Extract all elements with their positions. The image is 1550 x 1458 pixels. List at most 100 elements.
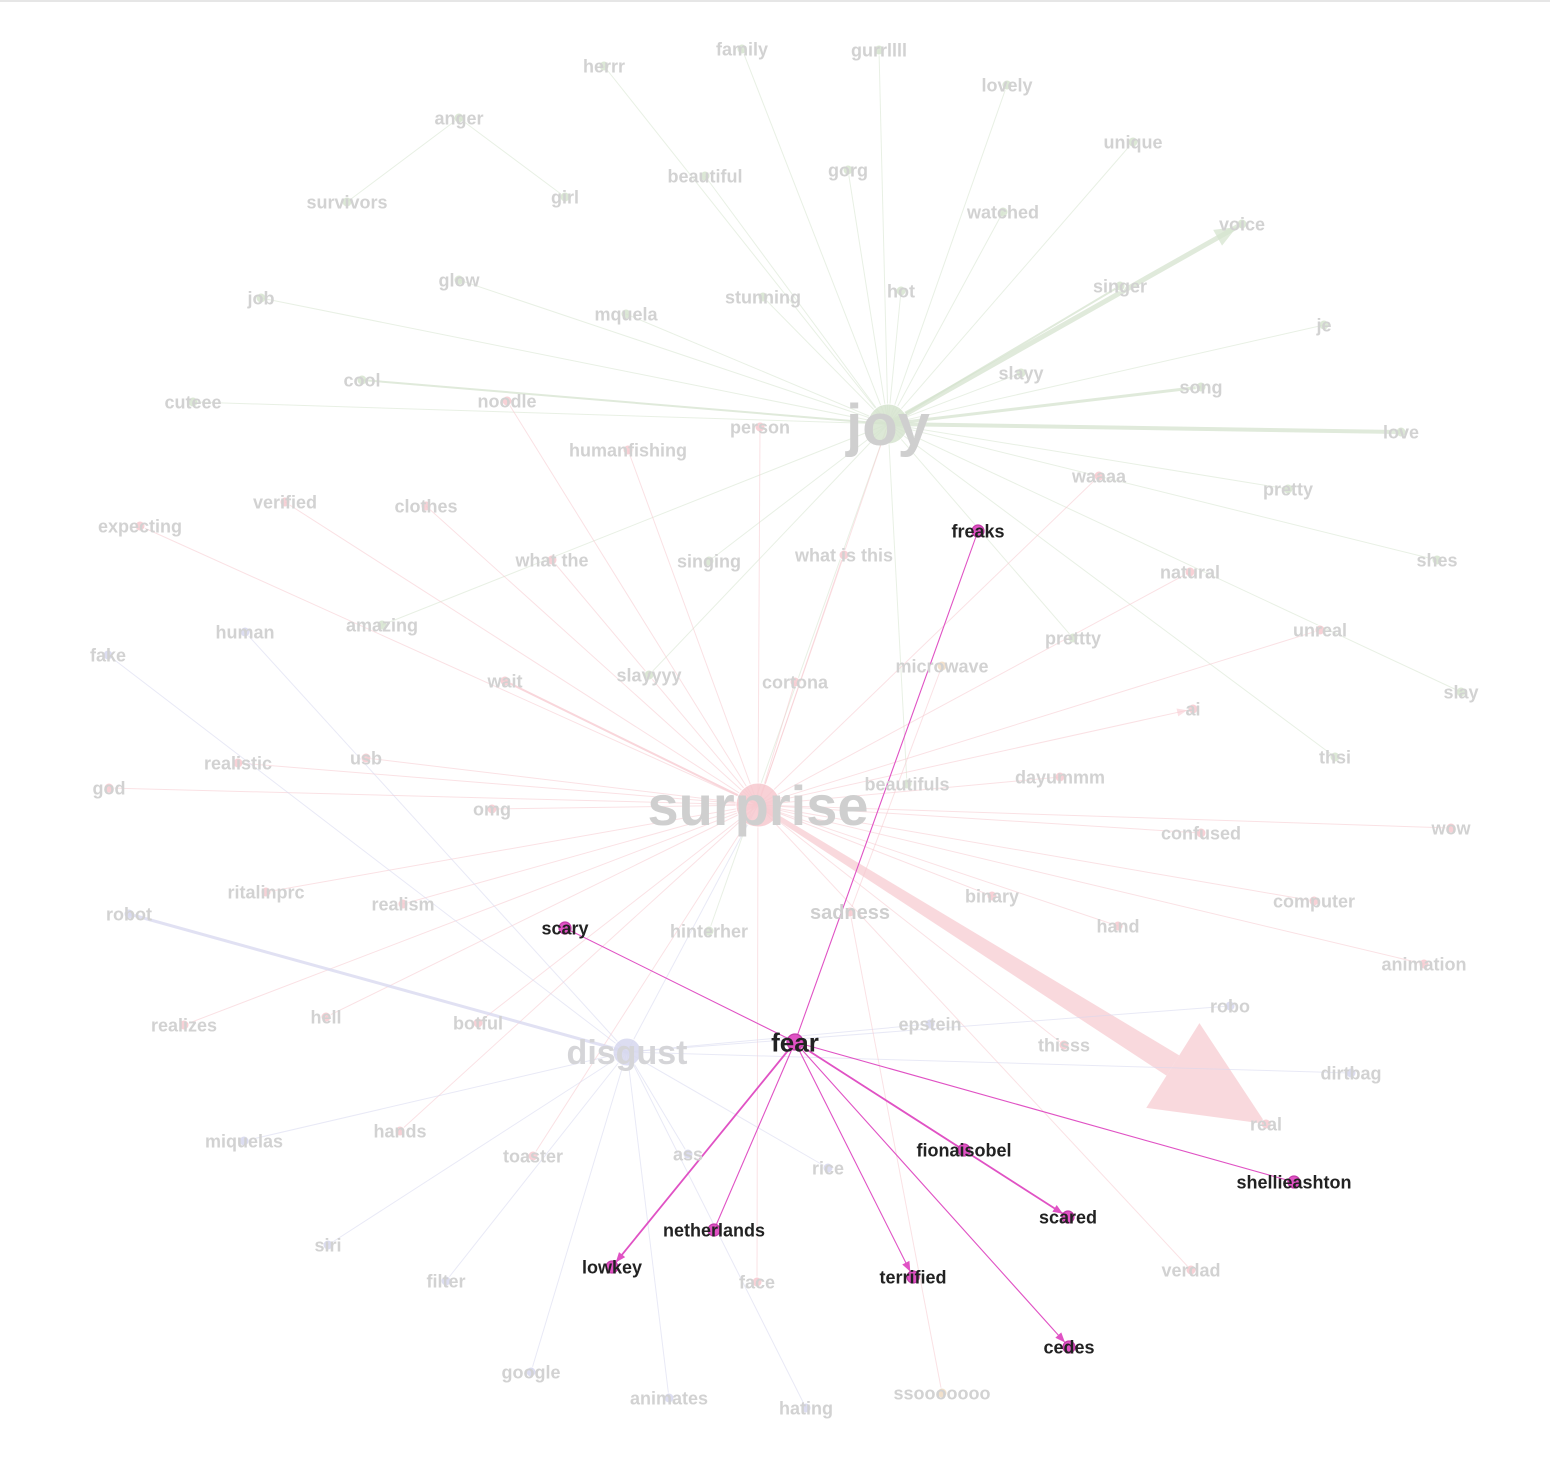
node-terrified[interactable] [906, 1270, 920, 1284]
node-microwave[interactable] [936, 660, 948, 672]
node-hell[interactable] [320, 1011, 332, 1023]
node-human[interactable] [239, 626, 251, 638]
node-thisss[interactable] [1058, 1039, 1070, 1051]
node-rice[interactable] [822, 1162, 834, 1174]
node-je[interactable] [1318, 319, 1330, 331]
node-realizes[interactable] [178, 1019, 190, 1031]
node-what-is-this[interactable] [838, 549, 850, 561]
node-cuteee[interactable] [187, 396, 199, 408]
node-lovely[interactable] [1001, 79, 1013, 91]
node-epstein[interactable] [924, 1018, 936, 1030]
node-wow[interactable] [1445, 822, 1457, 834]
node-what-the[interactable] [546, 554, 558, 566]
node-stunning[interactable] [757, 291, 769, 303]
node-cortona[interactable] [789, 676, 801, 688]
node-usb[interactable] [360, 752, 372, 764]
node-family[interactable] [736, 43, 748, 55]
node-song[interactable] [1195, 381, 1207, 393]
node-hands[interactable] [394, 1125, 406, 1137]
node-dirtbag[interactable] [1345, 1067, 1357, 1079]
node-noodle[interactable] [501, 395, 513, 407]
node-disgust[interactable] [612, 1037, 642, 1067]
node-ssooooooo[interactable] [936, 1387, 948, 1399]
node-thsi[interactable] [1329, 751, 1341, 763]
node-animates[interactable] [663, 1392, 675, 1404]
node-google[interactable] [525, 1366, 537, 1378]
node-pretty[interactable] [1282, 483, 1294, 495]
node-lowkey[interactable] [605, 1260, 619, 1274]
node-unreal[interactable] [1314, 624, 1326, 636]
node-shellieashton[interactable] [1287, 1175, 1301, 1189]
node-slayyyy[interactable] [643, 669, 655, 681]
node-verified[interactable] [279, 496, 291, 508]
node-beautiful[interactable] [699, 170, 711, 182]
node-joy[interactable] [867, 403, 909, 445]
node-cedes[interactable] [1062, 1340, 1076, 1354]
node-humanfishing[interactable] [622, 444, 634, 456]
node-freaks[interactable] [971, 524, 985, 538]
node-natural[interactable] [1184, 566, 1196, 578]
node-toaster[interactable] [527, 1150, 539, 1162]
node-realism[interactable] [397, 898, 409, 910]
node-cool[interactable] [356, 374, 368, 386]
node-gurrllll[interactable] [873, 44, 885, 56]
node-person[interactable] [754, 421, 766, 433]
node-amazing[interactable] [376, 619, 388, 631]
node-herrr[interactable] [598, 60, 610, 72]
node-waaaa[interactable] [1093, 470, 1105, 482]
node-expecting[interactable] [134, 520, 146, 532]
node-confused[interactable] [1195, 827, 1207, 839]
node-wait[interactable] [499, 675, 511, 687]
node-netherlands[interactable] [707, 1223, 721, 1237]
node-shes[interactable] [1431, 554, 1443, 566]
node-animation[interactable] [1418, 958, 1430, 970]
node-surprise[interactable] [735, 782, 781, 828]
node-voice[interactable] [1236, 218, 1248, 230]
node-filter[interactable] [440, 1275, 452, 1287]
node-hating[interactable] [800, 1402, 812, 1414]
node-anger[interactable] [453, 112, 465, 124]
node-unique[interactable] [1127, 136, 1139, 148]
node-watched[interactable] [997, 206, 1009, 218]
node-siri[interactable] [322, 1239, 334, 1251]
node-god[interactable] [103, 782, 115, 794]
node-clothes[interactable] [420, 500, 432, 512]
node-binary[interactable] [986, 890, 998, 902]
node-beautifuls[interactable] [901, 778, 913, 790]
node-ass[interactable] [682, 1148, 694, 1160]
node-love[interactable] [1395, 426, 1407, 438]
node-fake[interactable] [102, 649, 114, 661]
node-slayy[interactable] [1015, 367, 1027, 379]
node-job[interactable] [255, 292, 267, 304]
node-miquelas[interactable] [238, 1135, 250, 1147]
node-ritalinprc[interactable] [260, 886, 272, 898]
node-dayummm[interactable] [1054, 771, 1066, 783]
node-robo[interactable] [1224, 1000, 1236, 1012]
node-verdad[interactable] [1185, 1264, 1197, 1276]
node-face[interactable] [751, 1276, 763, 1288]
node-fionaisobel[interactable] [957, 1143, 971, 1157]
node-gorg[interactable] [842, 164, 854, 176]
node-mquela[interactable] [620, 308, 632, 320]
node-hinterher[interactable] [703, 925, 715, 937]
node-ai[interactable] [1187, 703, 1199, 715]
node-glow[interactable] [453, 274, 465, 286]
node-computer[interactable] [1308, 895, 1320, 907]
node-robot[interactable] [123, 908, 135, 920]
node-fear[interactable] [786, 1033, 804, 1051]
node-scared[interactable] [1061, 1210, 1075, 1224]
node-realistic[interactable] [232, 757, 244, 769]
node-omg[interactable] [486, 803, 498, 815]
node-singer[interactable] [1114, 280, 1126, 292]
node-scary[interactable] [558, 921, 572, 935]
node-hand[interactable] [1112, 920, 1124, 932]
node-girl[interactable] [559, 191, 571, 203]
node-botful[interactable] [472, 1017, 484, 1029]
node-survivors[interactable] [341, 196, 353, 208]
node-prettty[interactable] [1067, 632, 1079, 644]
node-real[interactable] [1260, 1118, 1272, 1130]
node-hot[interactable] [895, 285, 907, 297]
node-sadness[interactable] [844, 906, 856, 918]
node-singing[interactable] [703, 555, 715, 567]
